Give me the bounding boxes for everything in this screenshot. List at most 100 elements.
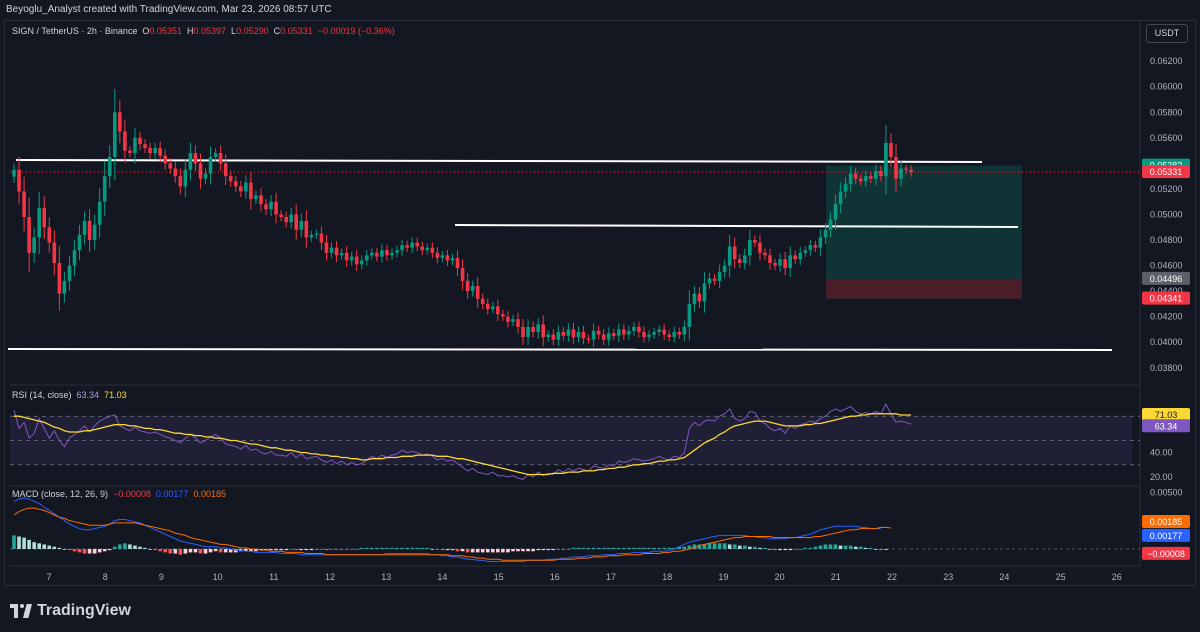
macd-histogram-bar	[163, 548, 167, 553]
macd-histogram-bar	[188, 548, 193, 553]
macd-histogram-bar	[57, 547, 62, 549]
macd-hist-value: −0.00008	[113, 489, 151, 499]
candle-body	[440, 255, 445, 258]
candle-body	[496, 306, 500, 315]
macd-histogram-bar	[536, 548, 540, 551]
candle-body	[365, 255, 369, 261]
price-tick-label: 0.04200	[1150, 312, 1183, 322]
macd-histogram-bar	[460, 548, 465, 552]
candle-body	[460, 268, 465, 281]
macd-histogram-bar	[339, 548, 344, 550]
symbol-legend: SIGN / TetherUS · 2h · Binance O0.05351 …	[12, 26, 395, 36]
candle-body	[506, 316, 510, 322]
chart-canvas[interactable]: 40.00 20.00 0.00500 0.06200 0.06000 0.05800…	[0, 0, 1200, 590]
candle-body	[541, 324, 545, 338]
macd-histogram-bar	[748, 546, 752, 549]
candle-body	[556, 332, 561, 340]
time-tick-label: 7	[46, 572, 51, 582]
macd-histogram-bar	[516, 548, 520, 552]
macd-histogram-bar	[647, 547, 651, 549]
macd-histogram-bar	[480, 548, 485, 553]
macd-histogram-bar	[617, 547, 621, 549]
candle-body	[753, 240, 757, 243]
rsi-tick-label: 40.00	[1150, 448, 1173, 458]
macd-histogram-bar	[269, 548, 273, 551]
entry-price-label-bg	[1142, 271, 1190, 285]
candle-body	[228, 176, 233, 182]
candle-body	[67, 265, 72, 281]
time-tick-label: 16	[550, 572, 560, 582]
candle-body	[702, 283, 707, 302]
macd-histogram-bar	[702, 544, 707, 549]
currency-button[interactable]: USDT	[1146, 24, 1188, 43]
macd-histogram-bar	[344, 548, 349, 550]
macd-histogram-bar	[521, 548, 525, 552]
candle-body	[692, 293, 697, 304]
low-value: 0.05290	[236, 26, 269, 36]
candle-body	[601, 334, 606, 340]
macd-histogram-bar	[576, 547, 581, 549]
candle-body	[480, 298, 485, 304]
macd-histogram-bar	[143, 547, 147, 549]
macd-histogram-bar	[289, 548, 293, 550]
macd-histogram-bar	[67, 548, 72, 551]
macd-histogram-bar	[743, 545, 747, 549]
candle-body	[662, 329, 666, 335]
macd-histogram-bar	[128, 544, 132, 549]
candle-body	[319, 233, 324, 243]
candle-body	[455, 257, 460, 269]
macd-histogram-bar	[601, 547, 606, 549]
candle-body	[148, 148, 152, 154]
time-tick-label: 23	[943, 572, 953, 582]
candle-body	[299, 220, 304, 230]
time-tick-label: 8	[103, 572, 108, 582]
candle-body	[17, 169, 21, 192]
candle-body	[899, 168, 903, 179]
macd-histogram-bar	[138, 546, 142, 549]
macd-signal-line	[13, 507, 892, 561]
candle-body	[213, 153, 218, 157]
macd-histogram-bar	[637, 547, 641, 549]
rsi-label: RSI (14, close)	[12, 390, 72, 400]
close-label: C	[273, 26, 281, 36]
footer	[0, 590, 1200, 632]
candle-body	[682, 326, 687, 335]
candle-body	[707, 278, 712, 284]
rsi-tick-label: 20.00	[1150, 472, 1173, 482]
macd-histogram-bar	[113, 546, 117, 549]
macd-histogram-bar	[254, 548, 258, 552]
macd-histogram-bar	[561, 548, 566, 550]
tradingview-logo-icon	[10, 604, 32, 618]
macd-histogram-bar	[299, 548, 304, 551]
candle-body	[415, 242, 419, 247]
candle-body	[102, 176, 107, 202]
candle-body	[828, 219, 833, 230]
candle-body	[47, 227, 52, 243]
stop-zone	[826, 278, 1022, 299]
candle-body	[758, 242, 762, 253]
macd-histogram-bar	[425, 547, 430, 549]
macd-histogram-bar	[591, 547, 596, 549]
candle-body	[72, 250, 77, 266]
candle-body	[314, 233, 319, 235]
candle-body	[853, 173, 858, 179]
macd-histogram-bar	[652, 547, 656, 549]
horizontal-levels	[7, 159, 1140, 351]
tradingview-logo[interactable]: TradingView	[10, 602, 131, 620]
macd-histogram-bar	[874, 548, 878, 550]
macd-histogram-bar	[279, 548, 283, 551]
price-tick-label: 0.04600	[1150, 261, 1183, 271]
candle-body	[803, 250, 808, 253]
macd-histogram-bar	[642, 547, 646, 549]
macd-histogram-bar	[627, 547, 631, 549]
top-bar: Beyoglu_Analyst created with TradingView…	[0, 0, 1200, 20]
candle-body	[400, 245, 404, 251]
macd-histogram-bar	[274, 548, 278, 551]
macd-histogram-bar	[566, 548, 571, 550]
macd-histogram-bar	[87, 548, 92, 554]
candle-body	[254, 195, 258, 200]
candle-body	[208, 156, 213, 174]
macd-histogram-bar	[47, 545, 52, 549]
macd-histogram-bar	[213, 548, 218, 552]
candle-body	[380, 250, 384, 257]
